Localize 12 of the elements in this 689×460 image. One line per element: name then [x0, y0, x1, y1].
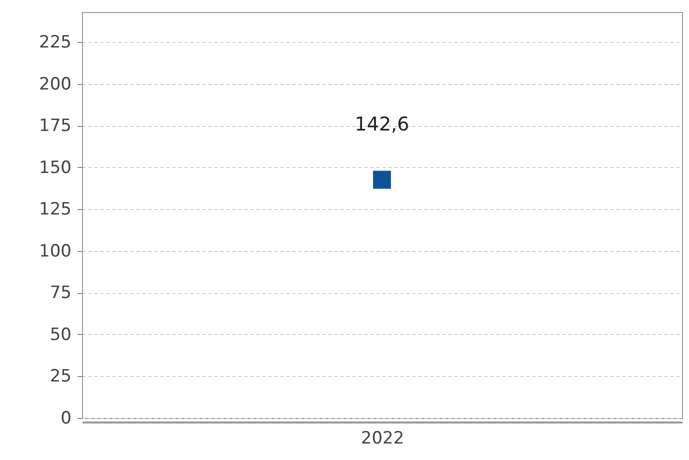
y-tick-label: 25	[50, 366, 72, 387]
y-tick-label: 175	[39, 116, 72, 136]
y-tick-label: 75	[50, 283, 72, 304]
y-tick-label: 225	[39, 32, 72, 53]
y-tick-label: 100	[39, 241, 72, 262]
data-label: 142,6	[354, 114, 410, 136]
y-tick-label: 150	[39, 158, 72, 178]
y-tick-label: 50	[50, 324, 72, 345]
y-tick-label: 0	[60, 408, 72, 428]
y-tick-label: 125	[39, 200, 72, 220]
x-tick-label: 2022	[360, 428, 404, 448]
y-tick-label: 200	[39, 74, 72, 94]
